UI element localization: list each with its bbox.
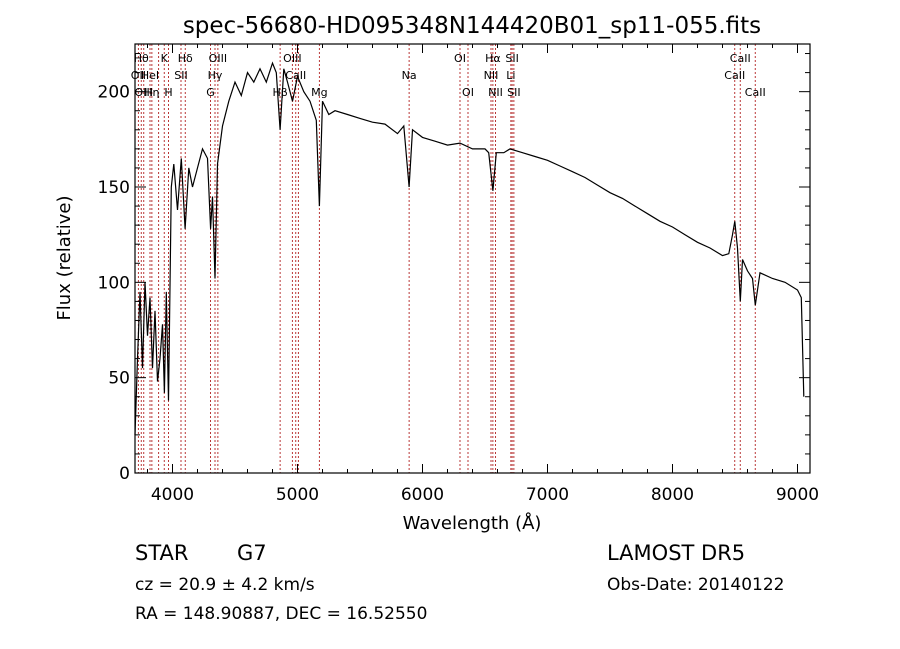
line-marker-label-6: K <box>161 52 169 65</box>
line-marker-label-14: OIII <box>283 52 301 65</box>
x-tick-label-9000: 9000 <box>776 485 819 505</box>
line-marker-label-8: SII <box>174 69 187 82</box>
line-marker-label-27: CaII <box>724 69 745 82</box>
line-marker-label-3: HeI <box>141 69 159 82</box>
x-tick-label-6000: 6000 <box>401 485 444 505</box>
line-marker-label-13: Hβ <box>272 86 287 99</box>
y-tick-label-100: 100 <box>98 273 130 293</box>
x-tick-label-7000: 7000 <box>526 485 569 505</box>
x-axis-label: Wavelength (Å) <box>403 512 542 534</box>
coordinates: RA = 148.90887, DEC = 16.52550 <box>135 604 427 624</box>
y-tick-label-0: 0 <box>119 464 130 484</box>
line-marker-label-9: Hδ <box>178 52 193 65</box>
line-marker-label-10: G <box>206 86 215 99</box>
object-subclass: G7 <box>237 541 267 565</box>
plot-frame <box>134 43 811 474</box>
line-marker-label-23: NII <box>488 86 503 99</box>
x-tick-label-8000: 8000 <box>651 485 694 505</box>
line-marker-label-12: OIII <box>209 52 227 65</box>
line-marker-label-19: OI <box>454 52 466 65</box>
line-marker-label-17: Mg <box>311 86 327 99</box>
line-marker-label-24: Li <box>506 69 515 82</box>
line-marker-label-0: Hθ <box>134 52 149 65</box>
line-marker-label-18: Na <box>402 69 417 82</box>
y-tick-label-150: 150 <box>98 178 130 198</box>
redshift-cz: cz = 20.9 ± 4.2 km/s <box>135 575 315 595</box>
spectrum-line <box>134 61 805 435</box>
x-tick-label-5000: 5000 <box>276 485 319 505</box>
line-marker-label-25: SII <box>505 52 518 65</box>
x-tick-label-4000: 4000 <box>151 485 194 505</box>
line-marker-label-4: Hη <box>144 86 159 99</box>
line-marker-label-28: CaII <box>730 52 751 65</box>
line-marker-label-29: CaII <box>745 86 766 99</box>
object-class: STAR <box>135 541 188 565</box>
line-marker-label-2: OIII <box>135 86 153 99</box>
line-marker-labels: HθOIIOIIIHeIHηKHSIIHδGHγOIIIHβOIIICaIIMg… <box>131 52 766 99</box>
line-marker-label-21: NII <box>484 69 499 82</box>
y-axis-label: Flux (relative) <box>54 195 75 320</box>
line-marker-label-7: H <box>164 86 172 99</box>
line-marker-label-15: CaII <box>285 69 306 82</box>
survey-name: LAMOST DR5 <box>607 541 745 565</box>
y-tick-label-50: 50 <box>108 369 130 389</box>
y-axis-ticks: 0 50 100 150 200 <box>98 53 810 484</box>
line-marker-label-11: Hγ <box>208 69 223 82</box>
line-marker-label-22: Hα <box>485 52 501 65</box>
x-axis-ticks: 4000 5000 6000 7000 8000 9000 <box>147 44 819 505</box>
line-marker-label-20: OI <box>462 86 474 99</box>
chart-title: spec-56680-HD095348N144420B01_sp11-055.f… <box>183 13 761 39</box>
observation-date: Obs-Date: 20140122 <box>607 575 784 595</box>
line-marker-label-26: SII <box>507 86 520 99</box>
line-markers <box>137 44 756 473</box>
y-tick-label-200: 200 <box>98 83 130 103</box>
